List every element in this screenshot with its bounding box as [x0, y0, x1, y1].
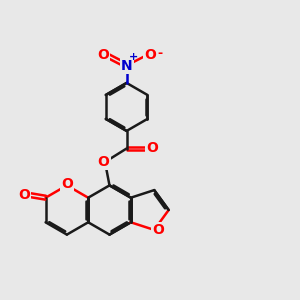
Text: +: + [129, 52, 138, 61]
Text: O: O [18, 188, 30, 202]
Text: O: O [144, 48, 156, 62]
Text: O: O [61, 177, 73, 191]
Text: N: N [121, 58, 132, 73]
Text: O: O [97, 48, 109, 62]
Text: O: O [146, 142, 158, 155]
Text: O: O [98, 155, 110, 169]
Text: -: - [157, 47, 162, 60]
Text: O: O [152, 223, 164, 237]
